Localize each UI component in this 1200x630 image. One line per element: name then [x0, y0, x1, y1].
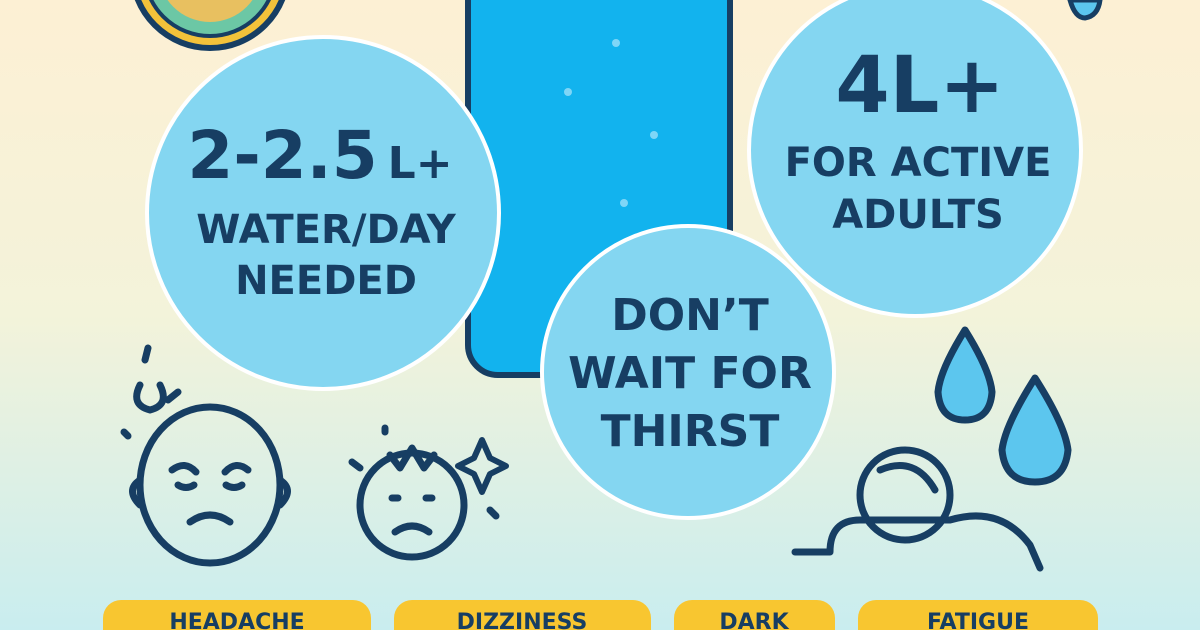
dizziness-icon — [348, 424, 509, 561]
tip-text: WAIT FOR — [568, 348, 812, 399]
symptom-pill — [858, 600, 1098, 630]
top-icon — [134, 0, 286, 51]
stat-circle — [145, 35, 501, 391]
symptom-pill — [394, 600, 651, 630]
stat-value: 2-2.5 L+ — [187, 117, 452, 194]
droplet — [1067, 0, 1103, 21]
symptom-label: DARK — [719, 610, 789, 630]
stat-circle — [747, 0, 1083, 318]
stat-label: FOR ACTIVE — [785, 140, 1052, 186]
symptom-label: FATIGUE — [927, 610, 1029, 630]
symptom-label: HEADACHE — [169, 610, 304, 630]
tip-text: THIRST — [601, 406, 780, 457]
symptom-pill — [674, 600, 835, 630]
stat-label: WATER/DAY — [196, 207, 457, 253]
fatigue-icon — [791, 326, 1072, 572]
stat-label: NEEDED — [235, 258, 417, 304]
symptom-pill — [103, 600, 371, 630]
stat-label: ADULTS — [832, 192, 1004, 238]
bubbles — [564, 39, 658, 207]
symptom-label: DIZZINESS — [457, 610, 588, 630]
stat-unit: L+ — [388, 138, 453, 189]
stat-value: 4L+ — [835, 41, 1004, 131]
stat-value: 2-2.5 — [187, 117, 377, 194]
tip-text: DON’T — [611, 290, 768, 341]
tip-circle — [540, 224, 836, 520]
headache-icon — [120, 344, 291, 567]
